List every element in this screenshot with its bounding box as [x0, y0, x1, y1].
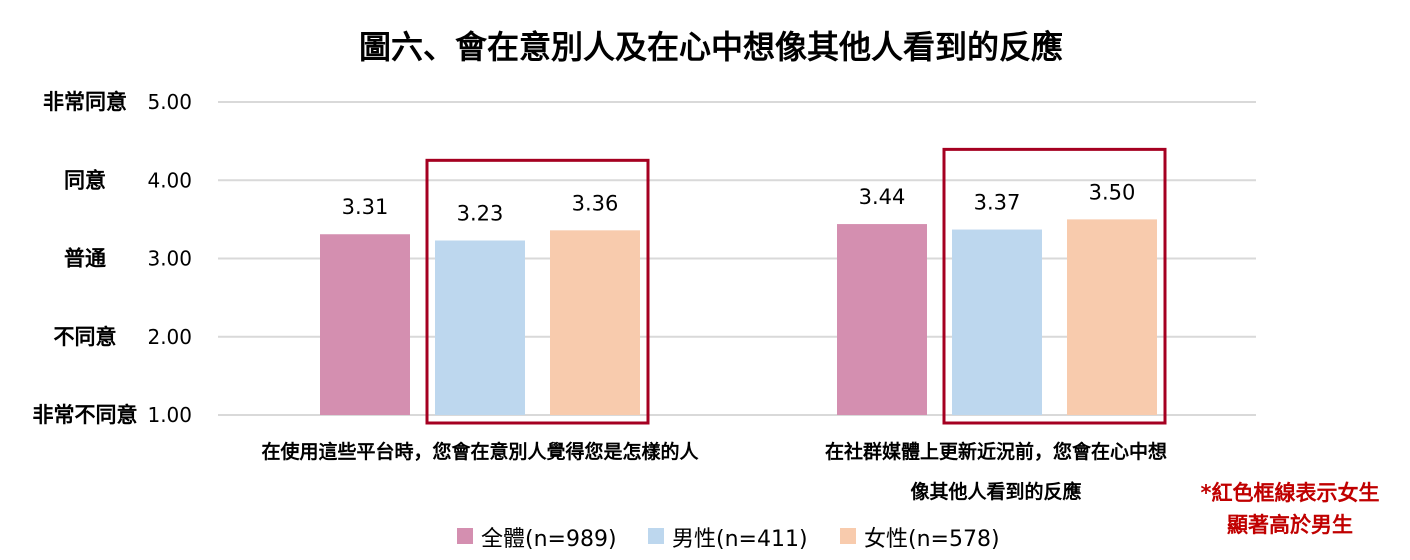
- data-label: 3.37: [974, 191, 1021, 215]
- annotation-line: 顯著高於男生: [1227, 513, 1353, 537]
- legend-swatch: [840, 528, 856, 544]
- annotation-line: *紅色框線表示女生: [1201, 481, 1380, 505]
- data-label: 3.44: [859, 185, 906, 209]
- data-label: 3.50: [1089, 180, 1136, 204]
- bars: 3.31 3.44 3.23 3.37 3.36 3.50: [320, 180, 1157, 415]
- data-label: 3.23: [457, 202, 504, 226]
- y-tick-label: 2.00: [147, 325, 192, 349]
- y-tick-label: 3.00: [147, 247, 192, 271]
- chart-title: 圖六、會在意別人及在心中想像其他人看到的反應: [359, 28, 1063, 66]
- highlight-box: [425, 158, 650, 425]
- legend-label: 男性(n=411): [672, 527, 808, 552]
- legend-swatch: [457, 528, 473, 544]
- category-label: 像其他人看到的反應: [910, 480, 1081, 503]
- data-label: 3.31: [342, 195, 389, 219]
- y-tick-label: 4.00: [147, 168, 192, 192]
- y-scale-label: 普通: [64, 247, 106, 271]
- y-scale-label: 不同意: [54, 325, 117, 349]
- legend-swatch: [648, 528, 664, 544]
- bar: [550, 230, 640, 415]
- category-label: 在社群媒體上更新近況前，您會在心中想: [825, 440, 1167, 463]
- bar: [952, 229, 1042, 415]
- category-label: 在使用這些平台時，您會在意別人覺得您是怎樣的人: [261, 440, 699, 463]
- y-tick-label: 5.00: [147, 90, 192, 114]
- legend-label: 女性(n=578): [864, 527, 1000, 552]
- bar: [435, 240, 525, 415]
- y-scale-label: 非常同意: [43, 90, 127, 114]
- y-scale-label: 同意: [64, 168, 106, 192]
- legend-label: 全體(n=989): [481, 527, 617, 552]
- bar: [837, 224, 927, 415]
- y-axis: 5.00 非常同意 4.00 同意 3.00 普通 2.00 不同意 1.00 非常不同意: [33, 90, 193, 427]
- legend: 全體(n=989) 男性(n=411) 女性(n=578): [457, 527, 1000, 552]
- bar: [1067, 219, 1157, 415]
- highlight-boxes: [425, 147, 1167, 425]
- data-label: 3.36: [572, 191, 619, 215]
- x-axis: 在使用這些平台時，您會在意別人覺得您是怎樣的人 在社群媒體上更新近況前，您會在心中…: [261, 440, 1167, 503]
- y-scale-label: 非常不同意: [33, 403, 138, 427]
- y-tick-label: 1.00: [147, 403, 192, 427]
- bar: [320, 234, 410, 415]
- highlight-box: [942, 147, 1167, 425]
